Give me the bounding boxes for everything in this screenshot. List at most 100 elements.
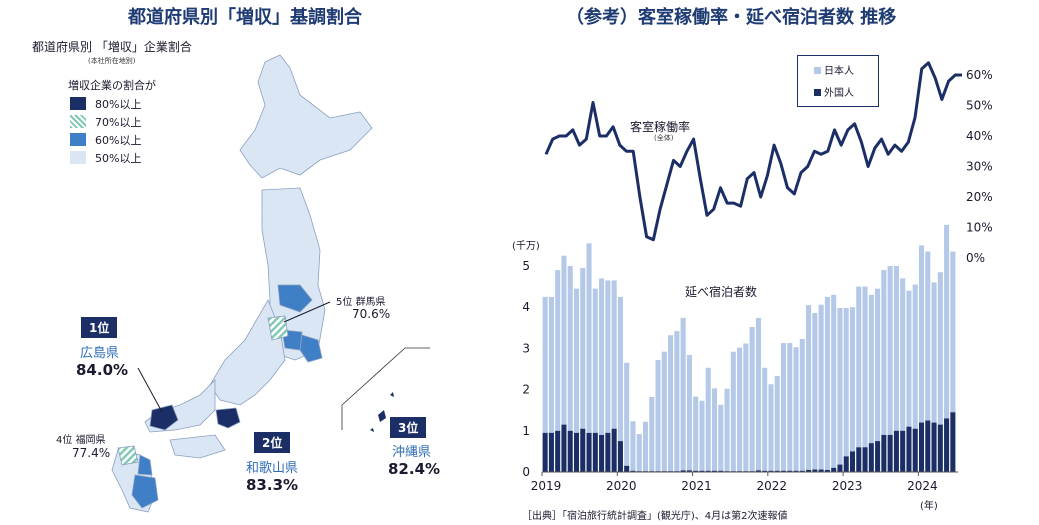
y-right-tick-2: 20% bbox=[966, 190, 993, 204]
map-legend-swatch-1 bbox=[70, 115, 86, 128]
bar-japanese-54 bbox=[881, 270, 887, 435]
bar-japanese-50 bbox=[856, 286, 862, 448]
bar-foreign-35 bbox=[762, 470, 768, 472]
bar-japanese-21 bbox=[674, 331, 680, 472]
x-tick-label-5: 2024 bbox=[907, 479, 938, 493]
bar-foreign-44 bbox=[818, 469, 824, 472]
hiroshima-pref bbox=[149, 404, 179, 431]
bar-japanese-57 bbox=[900, 278, 906, 431]
wakayama-pref bbox=[215, 407, 241, 429]
bar-japanese-3 bbox=[561, 255, 567, 425]
y-right-tick-1: 10% bbox=[966, 221, 993, 235]
y-left-tick-4: 4 bbox=[522, 300, 530, 314]
miyagi-pref bbox=[277, 284, 313, 313]
occupancy-line bbox=[544, 61, 962, 242]
fukuoka-pref bbox=[117, 445, 139, 466]
legend-foreign: 外国人 bbox=[814, 84, 854, 99]
bar-japanese-4 bbox=[567, 266, 573, 431]
rank1-value: 84.0% bbox=[76, 361, 129, 379]
bar-japanese-61 bbox=[925, 251, 931, 421]
bar-foreign-47 bbox=[837, 464, 843, 472]
rank4-rank: 4位 bbox=[56, 435, 73, 446]
bar-foreign-51 bbox=[862, 447, 868, 472]
bar-japanese-43 bbox=[812, 312, 818, 470]
bar-foreign-23 bbox=[686, 470, 692, 472]
bar-japanese-1 bbox=[548, 296, 554, 433]
bar-japanese-8 bbox=[592, 288, 598, 433]
bar-foreign-55 bbox=[887, 434, 893, 472]
bar-japanese-14 bbox=[630, 421, 636, 471]
hokkaido-region bbox=[239, 54, 373, 179]
bar-japanese-55 bbox=[887, 266, 893, 435]
bar-foreign-60 bbox=[918, 422, 925, 472]
bar-japanese-29 bbox=[724, 388, 730, 472]
bar-japanese-15 bbox=[636, 434, 642, 472]
y-right-tick-3: 30% bbox=[966, 160, 993, 174]
bar-japanese-65 bbox=[950, 251, 956, 413]
bar-foreign-25 bbox=[699, 470, 705, 472]
bar-foreign-41 bbox=[799, 470, 805, 472]
map-legend-label-0: 80%以上 bbox=[95, 98, 142, 111]
bar-foreign-34 bbox=[755, 470, 761, 472]
bar-foreign-8 bbox=[592, 432, 598, 472]
bar-japanese-23 bbox=[686, 354, 692, 471]
rank1-name: 広島県 bbox=[80, 346, 120, 361]
left-axis-unit: (千万) bbox=[512, 241, 540, 252]
occupancy-sublabel: (全体) bbox=[654, 134, 674, 142]
bar-japanese-20 bbox=[668, 335, 674, 472]
bar-foreign-61 bbox=[925, 420, 931, 472]
bar-japanese-33 bbox=[749, 326, 755, 472]
bar-japanese-62 bbox=[931, 282, 937, 423]
bar-foreign-45 bbox=[824, 469, 830, 472]
left-panel-title: 都道府県別「増収」基調割合 bbox=[128, 7, 362, 28]
bar-foreign-64 bbox=[944, 418, 950, 472]
bar-japanese-41 bbox=[799, 338, 805, 471]
rank3-badge: 3位 bbox=[390, 417, 427, 438]
bar-foreign-14 bbox=[630, 470, 636, 472]
bar-japanese-46 bbox=[831, 294, 837, 468]
bar-japanese-40 bbox=[793, 347, 799, 471]
bar-japanese-38 bbox=[780, 343, 787, 471]
bar-foreign-53 bbox=[875, 441, 881, 472]
bar-japanese-36 bbox=[768, 384, 774, 471]
bar-foreign-58 bbox=[906, 426, 912, 472]
bar-foreign-62 bbox=[931, 422, 937, 472]
rank5-label: 5位 群馬県 bbox=[336, 293, 386, 308]
bar-japanese-56 bbox=[893, 266, 899, 431]
bar-japanese-6 bbox=[580, 268, 586, 429]
bar-japanese-63 bbox=[937, 272, 943, 425]
y-left-tick-3: 3 bbox=[522, 341, 530, 355]
x-tick-label-1: 2020 bbox=[606, 479, 637, 493]
honshu-central-region bbox=[209, 299, 286, 406]
map-legend-swatch-2 bbox=[70, 133, 86, 146]
map-legend-label-3: 50%以上 bbox=[95, 152, 142, 165]
y-right-tick-4: 40% bbox=[966, 129, 993, 143]
bar-foreign-56 bbox=[893, 430, 899, 472]
bar-foreign-1 bbox=[548, 432, 554, 472]
bar-japanese-53 bbox=[875, 288, 881, 442]
bar-japanese-44 bbox=[818, 304, 824, 470]
bar-foreign-5 bbox=[573, 432, 580, 472]
japan-map bbox=[111, 54, 430, 513]
rank5-rank: 5位 bbox=[336, 297, 353, 308]
bar-japanese-0 bbox=[542, 296, 548, 433]
x-tick-label-3: 2022 bbox=[757, 479, 788, 493]
y-left-tick-0: 0 bbox=[522, 465, 530, 479]
year-unit: (年) bbox=[920, 501, 938, 512]
bar-japanese-2 bbox=[555, 270, 561, 431]
map-note: (本社所在地別) bbox=[88, 57, 136, 65]
bar-japanese-22 bbox=[680, 317, 686, 471]
bar-japanese-52 bbox=[868, 294, 874, 444]
bar-foreign-13 bbox=[624, 465, 630, 472]
okinawa-islands bbox=[370, 392, 394, 432]
bar-foreign-4 bbox=[567, 430, 573, 472]
guests-label: 延べ宿泊者数 bbox=[685, 285, 758, 299]
bar-japanese-24 bbox=[693, 396, 699, 471]
bar-foreign-50 bbox=[856, 447, 862, 472]
bar-foreign-63 bbox=[937, 424, 943, 472]
bar-foreign-3 bbox=[561, 424, 567, 472]
y-left-tick-1: 1 bbox=[522, 424, 530, 438]
y-left-tick-5: 5 bbox=[522, 259, 530, 273]
map-legend-label-1: 70%以上 bbox=[95, 116, 142, 129]
